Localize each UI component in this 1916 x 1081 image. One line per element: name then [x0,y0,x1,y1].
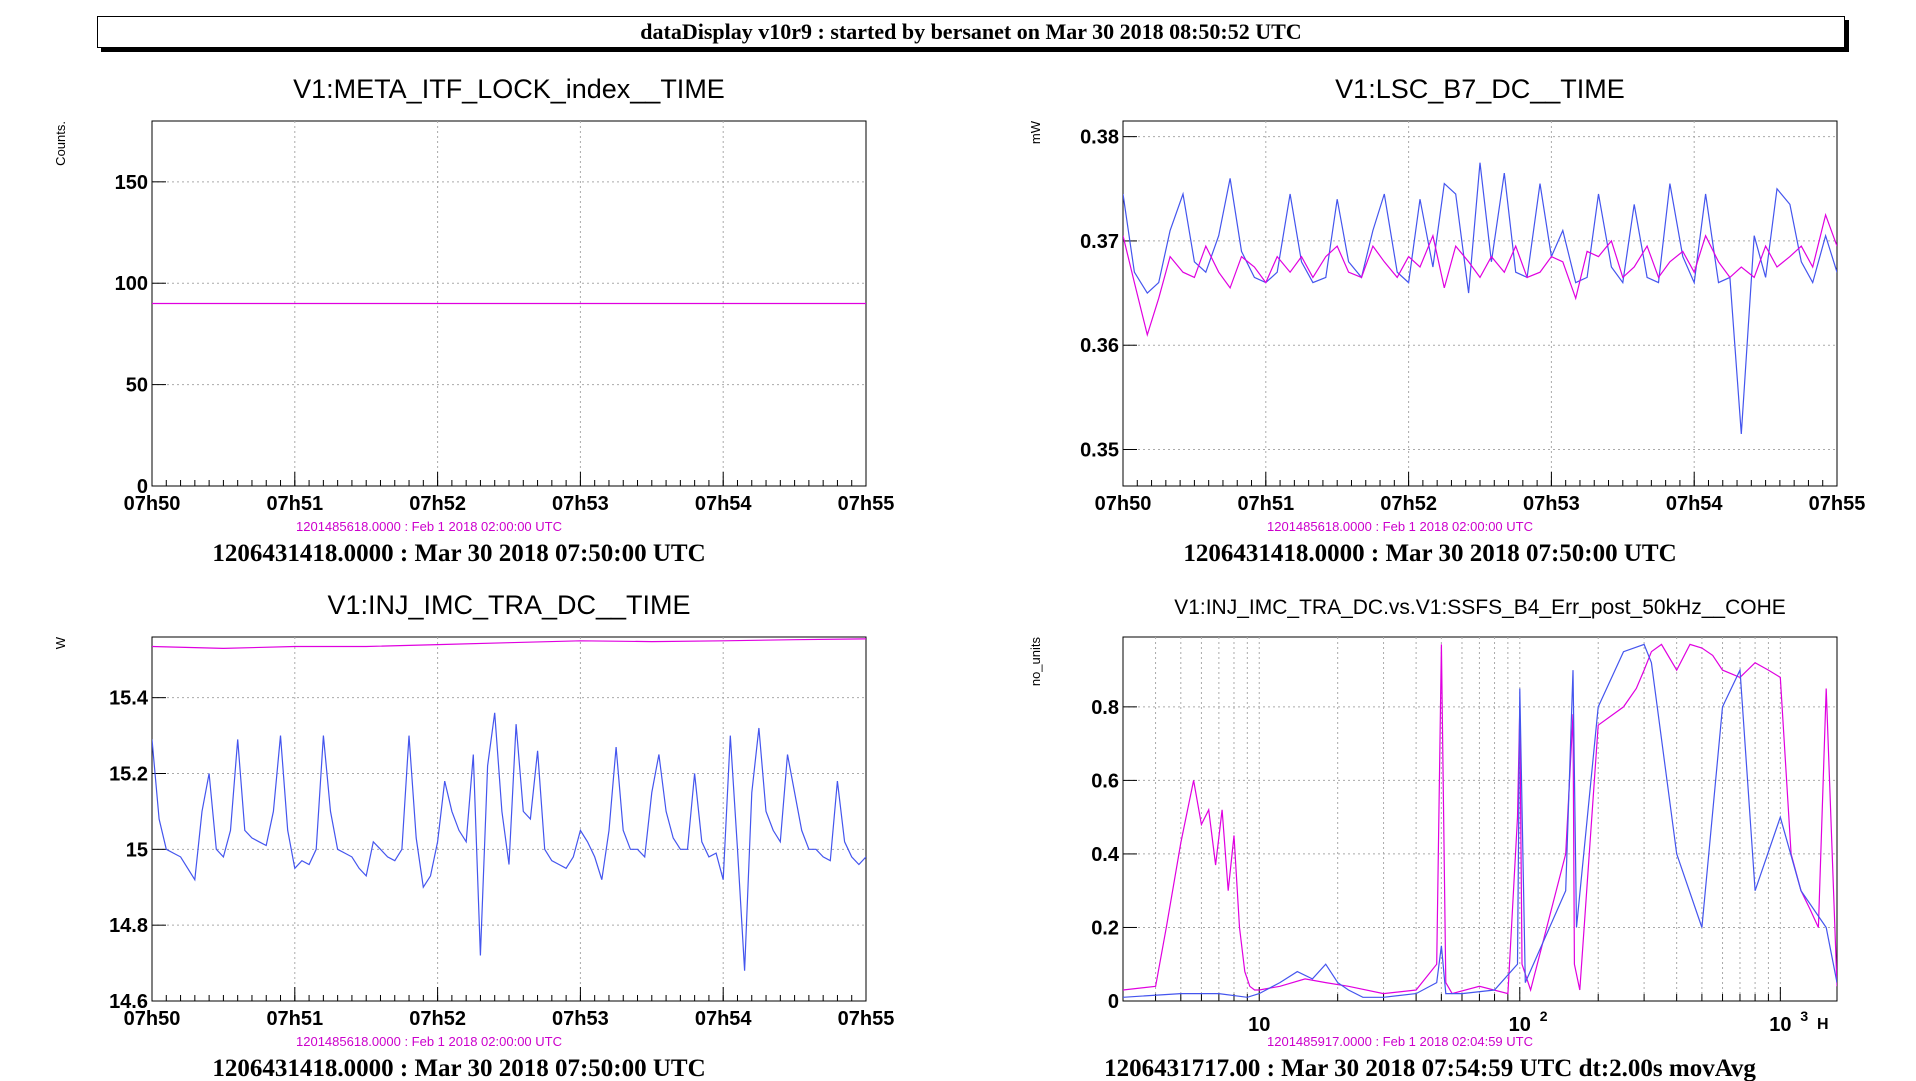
chart-subtitle: 1201485917.0000 : Feb 1 2018 02:04:59 UT… [1267,1034,1533,1049]
x-tick-label: 07h52 [409,493,466,515]
x-tick-label: 07h53 [1523,493,1580,515]
x-tick-exponent: 2 [1540,1008,1548,1024]
plot-frame [1122,120,1838,487]
chart-panel-2: V1:LSC_B7_DC__TIME mW 07h50 07h51 07h52 07h53… [1028,74,1865,567]
x-tick-label: 07h51 [1237,493,1294,515]
y-tick-label: 14.8 [109,915,148,937]
chart-title: V1:META_ITF_LOCK_index__TIME [293,74,725,104]
plot-frame [151,636,867,1002]
y-tick-label: 0 [1108,991,1119,1013]
chart-subtitle: 1201485618.0000 : Feb 1 2018 02:00:00 UT… [296,1034,562,1049]
plot-frame [1122,636,1838,1002]
series-line-2 [1123,212,1837,338]
chart-panel-1: V1:META_ITF_LOCK_index__TIME Counts. 07h50… [53,74,894,567]
y-tick-label: 15 [126,839,148,861]
chart-panel-4: V1:INJ_IMC_TRA_DC.vs.V1:SSFS_B4_Err_post… [1028,596,1838,1081]
y-tick-label: 100 [115,273,148,295]
x-tick-label: 07h54 [695,493,753,515]
y-tick-label: 50 [126,375,148,397]
chart-title: V1:LSC_B7_DC__TIME [1335,74,1625,104]
chart-subtitle: 1201485618.0000 : Feb 1 2018 02:00:00 UT… [1267,519,1533,534]
y-axis-label: mW [1028,120,1043,144]
x-tick-label: 07h54 [695,1008,753,1030]
x-tick-label: 07h53 [552,1008,609,1030]
y-tick-label: 150 [115,172,148,194]
x-tick-label: 07h55 [838,493,895,515]
y-tick-label: 0.37 [1080,231,1119,253]
y-tick-label: 0.8 [1091,697,1119,719]
x-tick-label: 10 [1769,1014,1791,1036]
y-axis-label: Counts. [53,121,68,166]
y-tick-label: 14.6 [109,991,148,1013]
y-tick-label: 0.2 [1091,917,1119,939]
x-tick-label: 07h50 [124,493,181,515]
y-tick-label: 0 [137,476,148,498]
chart-panel-3: V1:INJ_IMC_TRA_DC__TIME W 07h50 07h51 07h52 0… [53,590,894,1081]
x-tick-label: 07h55 [1809,493,1866,515]
y-tick-label: 0.4 [1091,844,1120,866]
y-tick-label: 0.6 [1091,770,1119,792]
y-tick-label: 0.35 [1080,440,1119,462]
x-tick-label: 07h55 [838,1008,895,1030]
x-tick-label: 07h53 [552,493,609,515]
x-tick-exponent: 3 [1800,1008,1808,1024]
x-tick-label: 07h52 [1380,493,1437,515]
y-tick-label: 0.38 [1080,127,1119,149]
x-tick-label: 07h50 [124,1008,181,1030]
chart-footer: 1206431717.00 : Mar 30 2018 07:54:59 UTC… [1104,1055,1756,1081]
x-tick-label: 07h52 [409,1008,466,1030]
chart-footer: 1206431418.0000 : Mar 30 2018 07:50:00 U… [212,1055,705,1081]
chart-footer: 1206431418.0000 : Mar 30 2018 07:50:00 U… [212,540,705,567]
chart-title: V1:INJ_IMC_TRA_DC.vs.V1:SSFS_B4_Err_post… [1174,596,1786,619]
x-tick-label: 10 [1248,1014,1270,1036]
chart-footer: 1206431418.0000 : Mar 30 2018 07:50:00 U… [1183,540,1676,567]
series-line-1 [152,638,866,650]
window-title-banner: dataDisplay v10r9 : started by bersanet … [97,16,1845,48]
y-tick-label: 0.36 [1080,335,1119,357]
x-tick-label: 07h54 [1666,493,1724,515]
x-tick-label: 07h50 [1095,493,1152,515]
series-line-2 [1123,643,1837,998]
chart-subtitle: 1201485618.0000 : Feb 1 2018 02:00:00 UT… [296,519,562,534]
y-tick-label: 15.4 [109,688,149,710]
x-unit-glyph: H [1817,1016,1829,1033]
y-tick-label: 15.2 [109,764,148,786]
x-tick-label: 07h51 [266,493,323,515]
y-axis-label: W [53,636,68,649]
x-tick-label: 07h51 [266,1008,323,1030]
x-tick-label: 10 [1509,1014,1531,1036]
series-line-2 [152,712,866,971]
chart-title: V1:INJ_IMC_TRA_DC__TIME [327,590,690,620]
series-line-1 [1123,643,1837,995]
series-line-1 [1123,162,1837,434]
y-axis-label: no_units [1028,637,1043,687]
